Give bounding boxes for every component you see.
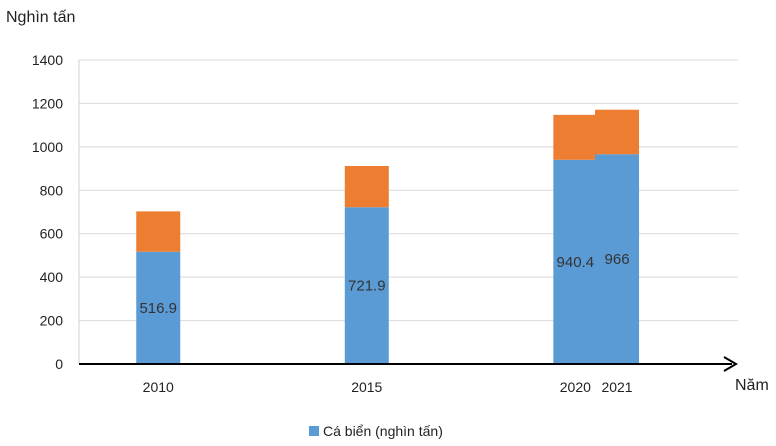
bar-segment-ca-bien	[595, 154, 640, 364]
data-label: 966	[605, 251, 630, 268]
y-axis-ticks: 0 200 400 600 800 1000 1200 1400	[32, 52, 63, 372]
x-tick-label: 2015	[351, 379, 382, 395]
bars	[136, 109, 640, 364]
x-axis-ticks: 2010 2015 2020 2021	[143, 379, 633, 395]
data-label: 721.9	[348, 278, 386, 295]
data-labels: 516.9 721.9 940.4 966	[139, 251, 629, 317]
legend-label: Cá biển (nghìn tấn)	[323, 423, 443, 439]
bar-segment-ca-bien	[553, 159, 598, 364]
y-tick-label: 0	[55, 356, 63, 372]
y-tick-label: 600	[40, 226, 64, 242]
y-tick-label: 1000	[32, 139, 63, 155]
x-tick-label: 2010	[143, 379, 174, 395]
x-tick-label: 2020	[560, 379, 591, 395]
gridlines	[79, 59, 738, 322]
bar-segment-ca-bien	[136, 251, 181, 364]
y-tick-label: 1200	[32, 95, 63, 111]
bar-segment-upper	[595, 109, 640, 155]
y-axis-title: Nghìn tấn	[6, 9, 75, 26]
bar-segment-upper	[136, 211, 181, 252]
y-tick-label: 800	[40, 182, 64, 198]
bar-segment-upper	[344, 165, 389, 208]
y-tick-label: 1400	[32, 52, 63, 68]
legend-swatch	[309, 426, 319, 436]
y-tick-label: 200	[40, 313, 64, 329]
bar-segment-upper	[553, 114, 598, 160]
x-axis-arrow-icon	[723, 356, 738, 372]
legend: Cá biển (nghìn tấn)	[309, 423, 443, 439]
y-tick-label: 400	[40, 269, 64, 285]
x-tick-label: 2021	[601, 379, 632, 395]
data-label: 940.4	[557, 254, 595, 271]
bar-segment-ca-bien	[344, 207, 389, 364]
x-axis-title: Năm	[735, 377, 769, 394]
data-label: 516.9	[139, 300, 177, 317]
